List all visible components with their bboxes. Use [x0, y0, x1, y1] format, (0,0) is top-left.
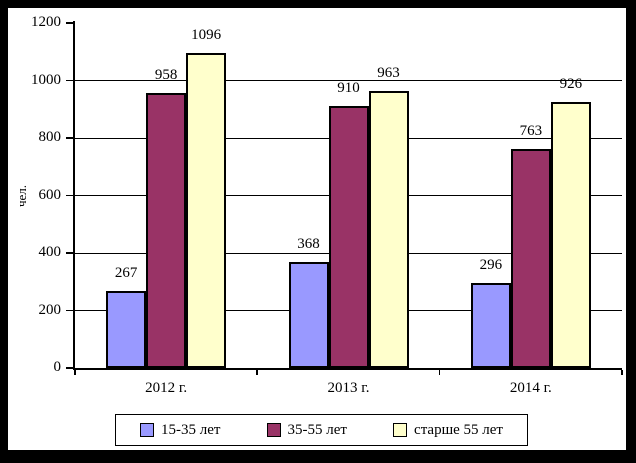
- category-label: 2013 г.: [327, 380, 370, 396]
- legend: 15-35 лет 35-55 лет старше 55 лет: [115, 414, 528, 446]
- y-tick-label: 800: [38, 129, 62, 145]
- y-tick-label: 1200: [31, 14, 61, 30]
- legend-label: 15-35 лет: [161, 421, 221, 438]
- x-tick-mark: [74, 370, 76, 375]
- bar-chart: чел. 0 200 400 600 800 1000 1200 267 958 1096 2012…: [8, 8, 626, 450]
- bar-value-label: 926: [559, 75, 583, 92]
- legend-swatch: [393, 423, 408, 437]
- legend-item: старше 55 лет: [393, 422, 503, 439]
- grid-line: [75, 80, 622, 81]
- bar: [186, 52, 227, 368]
- bar: [368, 91, 409, 368]
- x-tick-mark: [256, 370, 258, 375]
- bar-value-label: 267: [114, 265, 138, 282]
- legend-item: 15-35 лет: [140, 422, 220, 439]
- y-tick-mark: [66, 22, 75, 24]
- plot-area: 0 200 400 600 800 1000 1200 267 958 1096 2012 г. 36…: [8, 8, 626, 450]
- bar-value-label: 1096: [191, 26, 222, 43]
- legend-swatch: [140, 423, 154, 437]
- bar-value-label: 963: [377, 65, 400, 82]
- y-tick-mark: [66, 367, 75, 369]
- legend-label: старше 55 лет: [414, 421, 503, 438]
- y-tick-mark: [66, 309, 75, 311]
- y-tick-mark: [66, 137, 75, 139]
- bar-value-label: 958: [154, 66, 178, 83]
- bar: [328, 106, 369, 368]
- y-tick-mark: [66, 194, 75, 196]
- x-tick-mark: [621, 370, 623, 375]
- x-axis-line: [73, 368, 622, 370]
- bar: [146, 92, 187, 368]
- y-tick-label: 200: [38, 301, 62, 318]
- y-tick-label: 400: [38, 244, 62, 260]
- bar-value-label: 763: [519, 122, 543, 139]
- bar-value-label: 368: [297, 236, 320, 253]
- bar-value-label: 910: [337, 80, 360, 97]
- legend-label: 35-55 лет: [287, 421, 347, 438]
- y-tick-label: 600: [38, 186, 62, 203]
- y-tick-mark: [66, 79, 75, 81]
- y-tick-label: 1000: [31, 71, 61, 88]
- bar-value-label: 296: [479, 256, 503, 273]
- bar: [470, 282, 511, 368]
- bar: [510, 148, 551, 368]
- bar: [288, 262, 329, 368]
- legend-swatch: [266, 423, 281, 437]
- y-tick-mark: [66, 252, 75, 254]
- y-axis-line: [73, 21, 75, 368]
- category-label: 2014 г.: [509, 380, 552, 396]
- category-label: 2012 г.: [145, 380, 188, 396]
- y-tick-label: 0: [53, 359, 62, 375]
- bar: [550, 101, 591, 368]
- x-tick-mark: [438, 370, 441, 375]
- legend-item: 35-55 лет: [266, 421, 347, 439]
- bar: [106, 291, 147, 368]
